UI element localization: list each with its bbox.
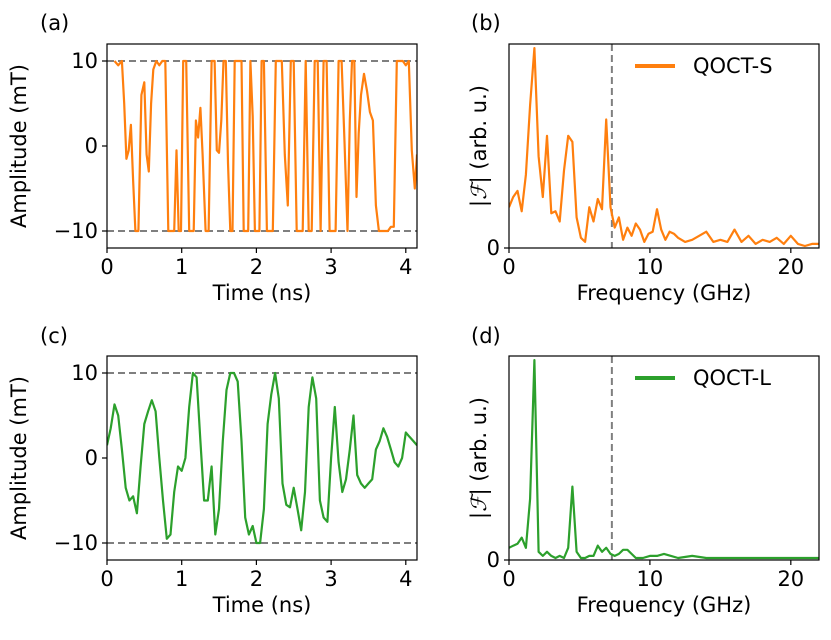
x-tick-label: 20 <box>777 255 804 279</box>
panel-3: 0 10 20 0 Frequency (GHz) |ℱ| (arb. u.) (d) QOC… <box>467 324 820 617</box>
legend-label: QOCT-S <box>693 54 773 78</box>
x-tick-label: 0 <box>100 255 113 279</box>
y-axis-label-suffix: | (arb. u.) <box>467 397 492 495</box>
y-tick-label: 10 <box>71 49 98 73</box>
series-line-0 <box>509 46 819 248</box>
y-tick-label: 10 <box>71 361 98 385</box>
fourier-symbol: ℱ <box>467 492 491 512</box>
x-tick-label: 0 <box>502 255 515 279</box>
y-tick-label: −10 <box>54 219 98 243</box>
fourier-symbol: ℱ <box>467 180 491 200</box>
axes-frame <box>508 355 820 561</box>
x-tick-label: 0 <box>100 567 113 591</box>
x-tick-label: 3 <box>324 567 337 591</box>
x-tick-label: 2 <box>250 255 263 279</box>
x-tick-label: 1 <box>175 255 188 279</box>
legend: QOCT-S <box>635 54 773 78</box>
x-tick-label: 1 <box>175 567 188 591</box>
panel-label: (c) <box>40 324 68 348</box>
legend-label: QOCT-L <box>693 366 771 390</box>
panel-1: 0 10 20 0 Frequency (GHz) |ℱ| (arb. u.) (b) QOC… <box>467 11 820 305</box>
panel-label: (a) <box>40 11 69 35</box>
y-tick-label: 0 <box>487 236 500 260</box>
y-axis-label: |ℱ| (arb. u.) <box>467 85 492 207</box>
x-tick-label: 3 <box>324 255 337 279</box>
x-axis-label: Time (ns) <box>212 593 312 617</box>
legend: QOCT-L <box>635 366 771 390</box>
x-tick-label: 4 <box>399 567 412 591</box>
x-axis-label: Time (ns) <box>212 281 312 305</box>
y-tick-label: 0 <box>85 446 98 470</box>
x-tick-label: 10 <box>637 567 664 591</box>
series-line-0 <box>107 371 417 545</box>
y-tick-label: −10 <box>54 531 98 555</box>
y-axis-label: |ℱ| (arb. u.) <box>467 397 492 519</box>
x-axis-label: Frequency (GHz) <box>577 281 752 305</box>
y-axis-label: Amplitude (mT) <box>7 376 31 540</box>
series-line-0 <box>509 359 819 560</box>
y-axis-label-prefix: | <box>467 200 492 207</box>
panel-label: (d) <box>471 324 501 348</box>
panel-label: (b) <box>471 11 501 35</box>
x-tick-label: 4 <box>399 255 412 279</box>
y-axis-label-prefix: | <box>467 512 492 519</box>
series-line-0 <box>113 59 417 233</box>
x-tick-label: 20 <box>777 567 804 591</box>
y-tick-label: 0 <box>487 548 500 572</box>
y-axis-label: Amplitude (mT) <box>7 64 31 228</box>
y-axis-label-suffix: | (arb. u.) <box>467 85 492 183</box>
y-tick-label: 0 <box>85 134 98 158</box>
x-tick-label: 2 <box>250 567 263 591</box>
axes-frame <box>508 43 820 249</box>
x-tick-label: 0 <box>502 567 515 591</box>
x-axis-label: Frequency (GHz) <box>577 593 752 617</box>
x-tick-label: 10 <box>637 255 664 279</box>
